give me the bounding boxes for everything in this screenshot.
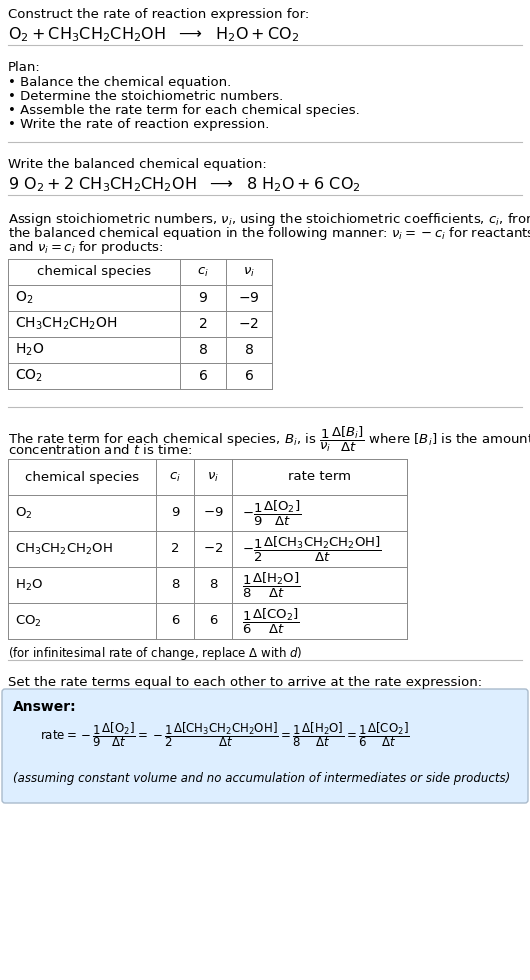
Text: $-\dfrac{1}{9}\dfrac{\Delta[\mathrm{O_2}]}{\Delta t}$: $-\dfrac{1}{9}\dfrac{\Delta[\mathrm{O_2}… [242, 499, 302, 527]
Text: $\mathrm{H_2O}$: $\mathrm{H_2O}$ [15, 342, 45, 359]
Text: $\mathrm{H_2O}$: $\mathrm{H_2O}$ [15, 577, 43, 593]
Text: $\nu_i$: $\nu_i$ [243, 266, 255, 278]
Text: Answer:: Answer: [13, 700, 77, 714]
Text: 9: 9 [199, 291, 207, 305]
Text: (for infinitesimal rate of change, replace $\Delta$ with $d$): (for infinitesimal rate of change, repla… [8, 645, 303, 662]
Text: $\mathrm{CO_2}$: $\mathrm{CO_2}$ [15, 613, 42, 628]
Text: and $\nu_i = c_i$ for products:: and $\nu_i = c_i$ for products: [8, 239, 164, 256]
Text: chemical species: chemical species [37, 266, 151, 278]
Text: (assuming constant volume and no accumulation of intermediates or side products): (assuming constant volume and no accumul… [13, 772, 510, 785]
Text: $\mathsf{9\ O_2 + 2\ CH_3CH_2CH_2OH\ \ \longrightarrow\ \ 8\ H_2O + 6\ CO_2}$: $\mathsf{9\ O_2 + 2\ CH_3CH_2CH_2OH\ \ \… [8, 175, 361, 194]
Text: Construct the rate of reaction expression for:: Construct the rate of reaction expressio… [8, 8, 309, 21]
Text: Assign stoichiometric numbers, $\nu_i$, using the stoichiometric coefficients, $: Assign stoichiometric numbers, $\nu_i$, … [8, 211, 530, 228]
Text: $\dfrac{1}{6}\dfrac{\Delta[\mathrm{CO_2}]}{\Delta t}$: $\dfrac{1}{6}\dfrac{\Delta[\mathrm{CO_2}… [242, 607, 299, 636]
Text: $c_i$: $c_i$ [197, 266, 209, 278]
Text: $c_i$: $c_i$ [169, 470, 181, 483]
Text: • Assemble the rate term for each chemical species.: • Assemble the rate term for each chemic… [8, 104, 360, 117]
Text: 8: 8 [171, 578, 179, 592]
Text: $-9$: $-9$ [238, 291, 260, 305]
Text: $\mathrm{CH_3CH_2CH_2OH}$: $\mathrm{CH_3CH_2CH_2OH}$ [15, 541, 113, 557]
Text: 8: 8 [209, 578, 217, 592]
Text: 6: 6 [171, 614, 179, 627]
Text: 9: 9 [171, 507, 179, 519]
Text: $\mathrm{rate} = -\dfrac{1}{9}\dfrac{\Delta[\mathrm{O_2}]}{\Delta t} = -\dfrac{1: $\mathrm{rate} = -\dfrac{1}{9}\dfrac{\De… [40, 720, 410, 749]
Text: $\mathrm{O_2}$: $\mathrm{O_2}$ [15, 506, 32, 520]
Text: $\nu_i$: $\nu_i$ [207, 470, 219, 483]
Text: • Determine the stoichiometric numbers.: • Determine the stoichiometric numbers. [8, 90, 283, 103]
Text: $-\dfrac{1}{2}\dfrac{\Delta[\mathrm{CH_3CH_2CH_2OH}]}{\Delta t}$: $-\dfrac{1}{2}\dfrac{\Delta[\mathrm{CH_3… [242, 534, 382, 563]
Text: • Write the rate of reaction expression.: • Write the rate of reaction expression. [8, 118, 269, 131]
Text: Plan:: Plan: [8, 61, 41, 74]
Text: 6: 6 [199, 369, 207, 383]
Text: Write the balanced chemical equation:: Write the balanced chemical equation: [8, 158, 267, 171]
Text: 8: 8 [199, 343, 207, 357]
Text: concentration and $t$ is time:: concentration and $t$ is time: [8, 443, 192, 457]
Text: $\mathrm{CO_2}$: $\mathrm{CO_2}$ [15, 368, 43, 384]
Text: $\mathrm{CH_3CH_2CH_2OH}$: $\mathrm{CH_3CH_2CH_2OH}$ [15, 316, 118, 332]
Text: 2: 2 [171, 543, 179, 556]
Text: Set the rate terms equal to each other to arrive at the rate expression:: Set the rate terms equal to each other t… [8, 676, 482, 689]
Text: • Balance the chemical equation.: • Balance the chemical equation. [8, 76, 231, 89]
Text: the balanced chemical equation in the following manner: $\nu_i = -c_i$ for react: the balanced chemical equation in the fo… [8, 225, 530, 242]
Text: $\mathsf{O_2 + CH_3CH_2CH_2OH\ \ \longrightarrow\ \ H_2O + CO_2}$: $\mathsf{O_2 + CH_3CH_2CH_2OH\ \ \longri… [8, 25, 299, 44]
Text: $-2$: $-2$ [203, 543, 223, 556]
Text: 2: 2 [199, 317, 207, 331]
Text: $-2$: $-2$ [238, 317, 260, 331]
Text: chemical species: chemical species [25, 470, 139, 483]
Text: $\mathrm{O_2}$: $\mathrm{O_2}$ [15, 290, 33, 306]
Text: $-9$: $-9$ [202, 507, 223, 519]
Text: The rate term for each chemical species, $B_i$, is $\dfrac{1}{\nu_i}\dfrac{\Delt: The rate term for each chemical species,… [8, 425, 530, 455]
Text: 6: 6 [244, 369, 253, 383]
Text: 8: 8 [244, 343, 253, 357]
Text: $\dfrac{1}{8}\dfrac{\Delta[\mathrm{H_2O}]}{\Delta t}$: $\dfrac{1}{8}\dfrac{\Delta[\mathrm{H_2O}… [242, 570, 301, 600]
Text: rate term: rate term [288, 470, 351, 483]
FancyBboxPatch shape [2, 689, 528, 803]
Text: 6: 6 [209, 614, 217, 627]
